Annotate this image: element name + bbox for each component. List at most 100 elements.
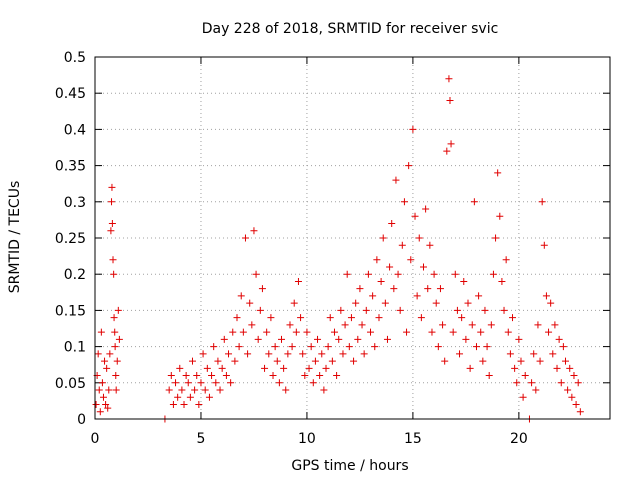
data-point [105, 386, 113, 394]
data-point [102, 401, 110, 409]
data-point [98, 379, 106, 387]
data-point [360, 350, 368, 358]
data-point [104, 404, 112, 412]
data-point [566, 364, 574, 372]
data-point [227, 379, 235, 387]
data-point [108, 198, 116, 206]
data-point [343, 270, 351, 278]
data-point [487, 321, 495, 329]
data-point [301, 372, 309, 380]
data-point [479, 357, 487, 365]
data-point [184, 379, 192, 387]
data-point [422, 205, 430, 213]
data-point [267, 314, 275, 322]
data-point [322, 364, 330, 372]
data-point [347, 314, 355, 322]
data-point [446, 96, 454, 104]
data-point [439, 321, 447, 329]
data-point [377, 277, 385, 285]
data-point [464, 299, 472, 307]
data-point [265, 350, 273, 358]
data-point [341, 321, 349, 329]
data-point [434, 343, 442, 351]
data-point [445, 75, 453, 83]
data-point [350, 357, 358, 365]
data-point [205, 393, 213, 401]
data-point [400, 198, 408, 206]
y-tick-label: 0 [77, 412, 86, 428]
data-point [218, 364, 226, 372]
y-axis-label: SRMTID / TECUs [7, 181, 23, 294]
y-tick-label: 0.35 [55, 159, 86, 175]
data-point [496, 212, 504, 220]
data-point [381, 299, 389, 307]
data-point [468, 321, 476, 329]
data-point [483, 343, 491, 351]
data-point [460, 277, 468, 285]
data-point [485, 372, 493, 380]
data-point [335, 335, 343, 343]
data-point [561, 357, 569, 365]
x-tick-label: 0 [91, 431, 100, 447]
data-point [458, 314, 466, 322]
y-tick-label: 0.4 [64, 122, 86, 138]
grid [95, 57, 610, 419]
data-point [294, 277, 302, 285]
data-point [280, 364, 288, 372]
plot-frame [94, 56, 611, 420]
data-point [303, 328, 311, 336]
y-tick-label: 0.5 [64, 50, 86, 66]
data-point [337, 306, 345, 314]
data-point [477, 328, 485, 336]
data-point [568, 393, 576, 401]
data-point [328, 357, 336, 365]
data-point [498, 277, 506, 285]
data-point [405, 162, 413, 170]
data-point [415, 234, 423, 242]
data-point [269, 372, 277, 380]
data-point [352, 299, 360, 307]
data-point [174, 393, 182, 401]
data-point [364, 270, 372, 278]
data-point [229, 328, 237, 336]
data-point [199, 350, 207, 358]
x-axis-label: GPS time / hours [291, 458, 408, 474]
data-point [388, 220, 396, 228]
data-point [208, 372, 216, 380]
data-point [409, 125, 417, 133]
data-point [212, 379, 220, 387]
data-point [530, 350, 538, 358]
data-point [426, 241, 434, 249]
data-point [354, 335, 362, 343]
data-point [555, 335, 563, 343]
data-point [453, 306, 461, 314]
data-point [169, 401, 177, 409]
data-point [489, 270, 497, 278]
data-point [237, 292, 245, 300]
x-tick-label: 5 [197, 431, 206, 447]
data-point [472, 343, 480, 351]
data-point [252, 270, 260, 278]
data-point [275, 379, 283, 387]
data-point [299, 350, 307, 358]
data-point [214, 357, 222, 365]
data-point [167, 372, 175, 380]
data-point [186, 393, 194, 401]
data-point [222, 372, 230, 380]
data-point [246, 299, 254, 307]
data-point [110, 314, 118, 322]
data-point [101, 357, 109, 365]
data-point [436, 285, 444, 293]
data-points [92, 75, 584, 423]
y-tick-label: 0.1 [64, 340, 86, 356]
data-point [509, 314, 517, 322]
data-point [108, 183, 116, 191]
x-tick-label: 20 [510, 431, 528, 447]
data-point [545, 328, 553, 336]
data-point [307, 343, 315, 351]
data-point [470, 198, 478, 206]
chart-title: Day 228 of 2018, SRMTID for receiver svi… [202, 21, 499, 37]
data-point [97, 328, 105, 336]
data-point [225, 350, 233, 358]
data-point [492, 234, 500, 242]
